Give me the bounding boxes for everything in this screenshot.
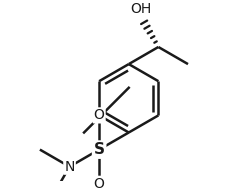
- Text: OH: OH: [131, 2, 152, 16]
- Text: O: O: [94, 177, 104, 191]
- Text: O: O: [94, 108, 104, 122]
- Text: N: N: [64, 160, 75, 174]
- Text: S: S: [94, 142, 105, 157]
